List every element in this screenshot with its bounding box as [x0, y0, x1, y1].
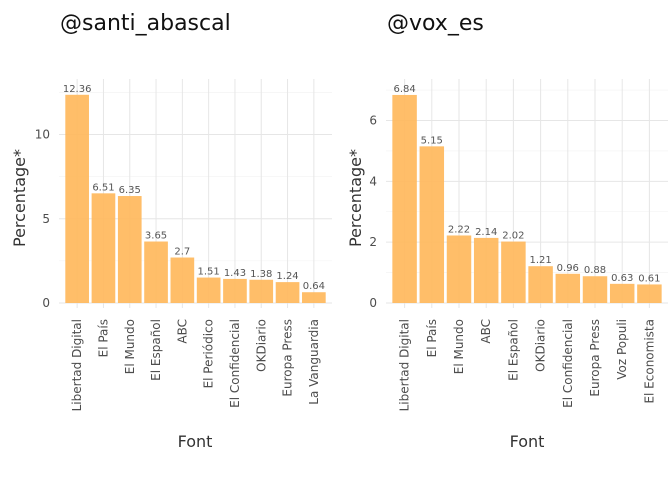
bar: [117, 196, 142, 303]
bar: [446, 235, 472, 303]
bars: [392, 94, 662, 303]
y-axis-title: Percentage*: [346, 149, 365, 247]
data-label: 1.24: [276, 271, 298, 282]
x-tick-label: OKDiario: [254, 319, 268, 372]
data-label: 0.64: [303, 281, 325, 292]
data-label: 0.61: [638, 273, 660, 284]
data-label: 0.63: [611, 273, 633, 284]
bar: [249, 279, 274, 303]
data-label: 2.7: [174, 247, 190, 258]
data-label: 12.36: [63, 84, 92, 95]
bar: [419, 146, 445, 303]
bar: [582, 276, 608, 303]
y-tick-label: 6: [369, 114, 377, 128]
data-label: 1.21: [529, 255, 551, 266]
x-tick-label: El País: [96, 319, 110, 357]
data-label: 3.65: [145, 231, 167, 242]
data-label: 1.51: [198, 267, 220, 278]
bar: [392, 94, 417, 303]
x-tick-label: El Español: [149, 319, 163, 381]
x-tick-label: Voz Populi: [615, 319, 629, 380]
grid-lines: [59, 79, 332, 308]
bar: [275, 282, 300, 303]
x-tick-label: El Mundo: [123, 319, 137, 374]
x-tick-label: El Confidencial: [228, 319, 242, 408]
x-tick-label: El País: [425, 319, 439, 357]
y-tick-label: 0: [369, 296, 377, 310]
x-tick-label: Libertad Digital: [398, 319, 412, 411]
bar: [65, 94, 89, 303]
bar: [144, 241, 168, 303]
chart-panel-santi-abascal: @santi_abascal 12.366.51 6.353.652.71.51 1…: [10, 11, 332, 451]
x-tick-labels: Libertad Digital El País El Mundo El Españo…: [70, 319, 321, 411]
chart-title: @santi_abascal: [60, 11, 231, 36]
x-axis-title: Font: [510, 432, 545, 451]
y-tick-labels: 0 5 10: [35, 128, 50, 310]
bar: [91, 193, 116, 303]
bar: [501, 241, 526, 303]
data-labels: 12.36 6.51 6.35 3.65 2.7 1.51 1.43 1.38 1.24 0.64: [63, 84, 325, 292]
y-tick-label: 5: [42, 212, 50, 226]
y-axis-title: Percentage*: [10, 149, 29, 247]
bar: [170, 257, 195, 303]
x-tick-label: La Vanguardia: [307, 319, 321, 405]
y-tick-label: 10: [35, 128, 50, 142]
data-label: 2.02: [502, 231, 524, 242]
data-label: 6.84: [393, 84, 415, 95]
data-label: 1.38: [250, 269, 272, 280]
x-tick-label: Europa Press: [281, 319, 295, 397]
x-axis-title: Font: [178, 432, 213, 451]
x-tick-label: Europa Press: [588, 319, 602, 397]
x-tick-labels: Libertad Digital El País El Mundo ABC El Esp…: [398, 319, 657, 411]
x-tick-label: ABC: [175, 319, 189, 344]
data-labels: 6.84 5.15 2.22 2.14 2.02 1.21 0.96 0.88 0.63 0.61: [393, 84, 660, 284]
x-tick-label: Libertad Digital: [70, 319, 84, 411]
bar: [302, 292, 326, 303]
chart-panel-vox-es: @vox_es 6.84 5.15 2.22 2.14 2.02 1.21 0.96 0.88…: [346, 11, 668, 451]
chart-title: @vox_es: [387, 11, 484, 36]
data-label: 2.14: [475, 227, 497, 238]
x-tick-label: El Español: [506, 319, 520, 381]
y-tick-label: 0: [42, 296, 50, 310]
data-label: 6.35: [119, 185, 141, 196]
data-label: 5.15: [421, 135, 443, 146]
bar: [609, 283, 635, 303]
data-label: 6.51: [92, 182, 114, 193]
bar: [223, 278, 247, 303]
data-label: 0.88: [584, 265, 606, 276]
y-tick-label: 4: [369, 174, 377, 188]
y-tick-labels: 0 2 4 6: [369, 114, 377, 311]
x-tick-label: El Periódico: [202, 319, 216, 388]
data-label: 2.22: [448, 224, 470, 235]
y-tick-label: 2: [369, 235, 377, 249]
bar: [528, 266, 553, 303]
bars: [65, 94, 326, 303]
data-label: 1.43: [224, 268, 246, 279]
x-tick-label: El Economista: [642, 319, 656, 404]
bar: [555, 273, 581, 303]
x-tick-label: OKDiario: [534, 319, 548, 372]
x-tick-label: El Mundo: [452, 319, 466, 374]
data-label: 0.96: [557, 263, 579, 274]
bar: [473, 237, 499, 303]
bar: [196, 277, 221, 303]
bar: [637, 284, 662, 303]
x-tick-label: El Confidencial: [561, 319, 575, 408]
x-tick-label: ABC: [479, 319, 493, 344]
